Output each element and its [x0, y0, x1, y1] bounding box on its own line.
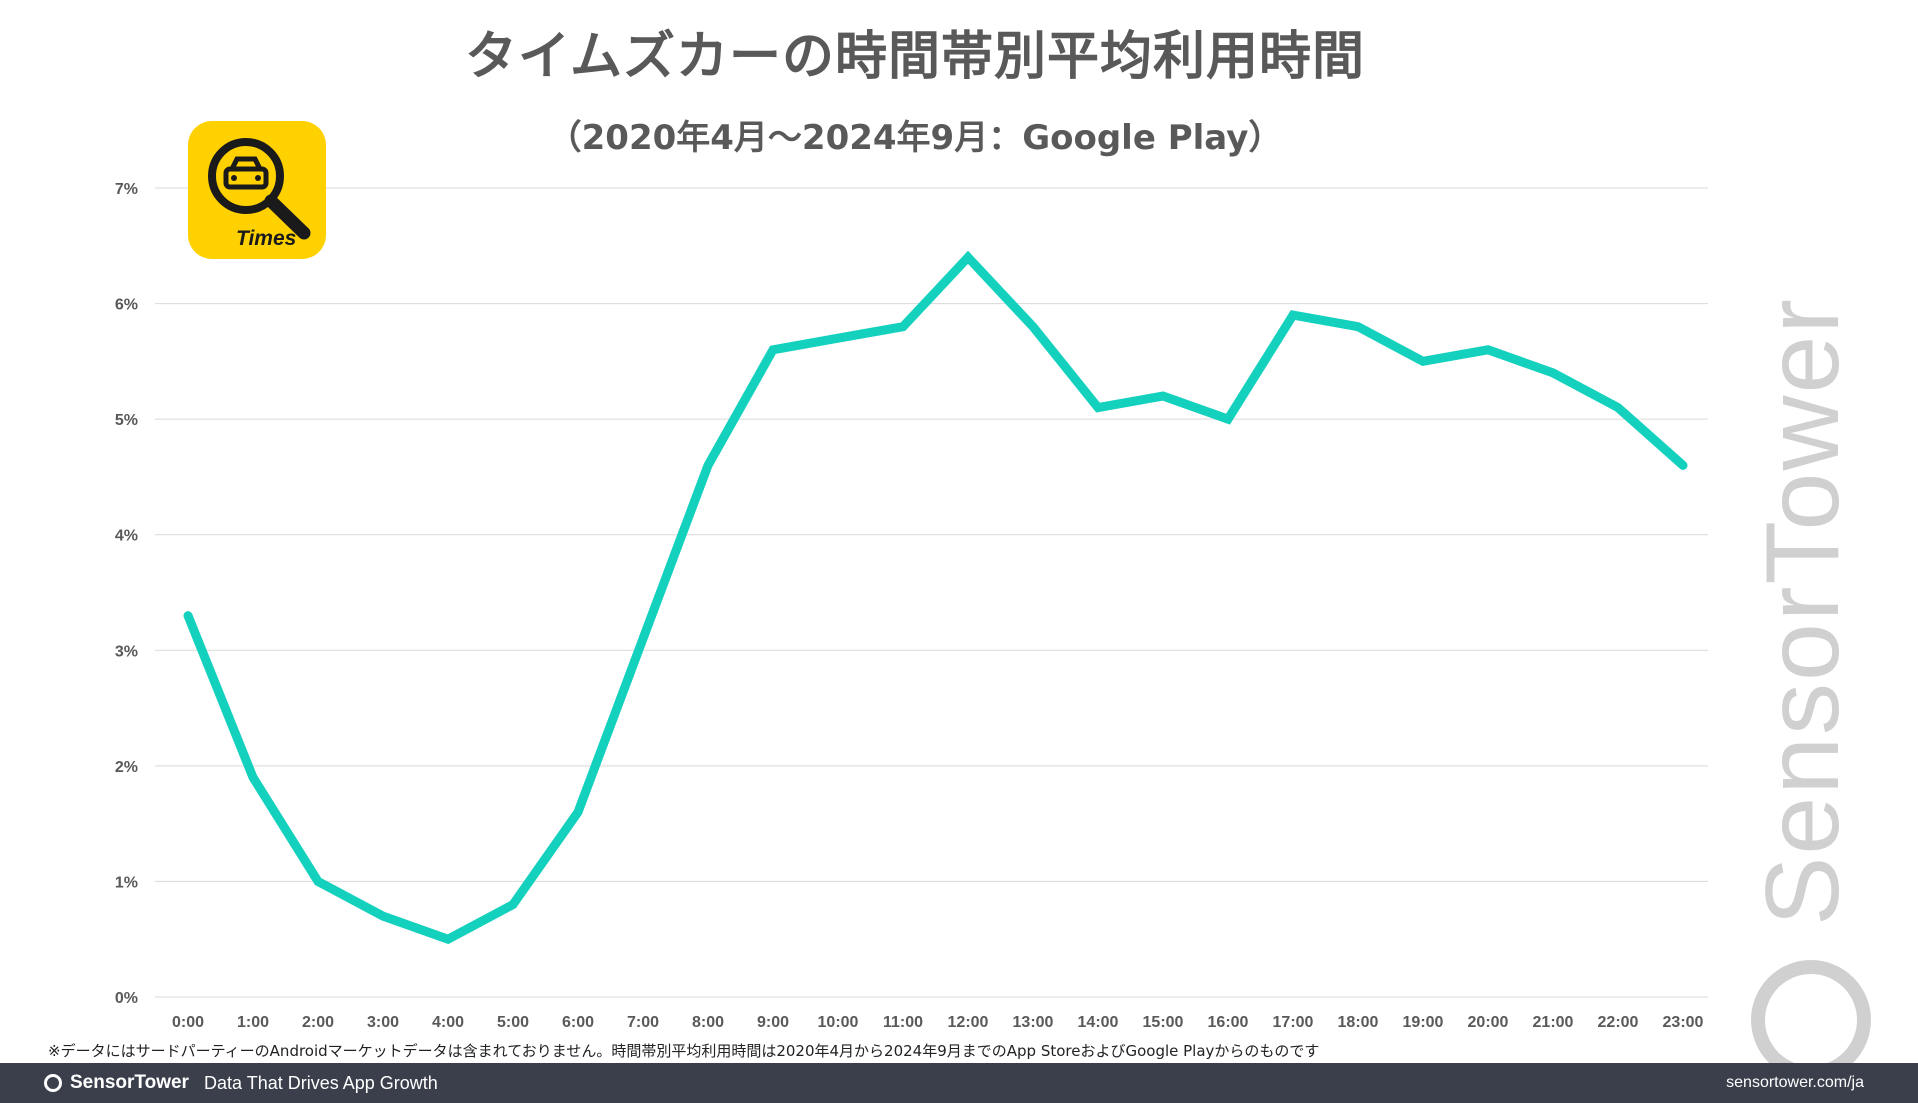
x-tick-label: 22:00 — [1598, 1014, 1639, 1031]
footer-tagline: Data That Drives App Growth — [204, 1073, 438, 1093]
series-line — [183, 250, 1688, 945]
x-tick-label: 10:00 — [818, 1014, 859, 1031]
times-car-app-icon: Times — [188, 121, 326, 259]
x-tick-label: 21:00 — [1533, 1014, 1574, 1031]
x-tick-label: 17:00 — [1273, 1014, 1314, 1031]
sensortower-watermark: SensorTower — [1744, 297, 1871, 1080]
footer-brand: SensorTower — [44, 1072, 189, 1094]
x-tick-label: 18:00 — [1338, 1014, 1379, 1031]
x-tick-label: 3:00 — [367, 1014, 399, 1031]
chart-title: タイムズカーの時間帯別平均利用時間 — [465, 27, 1365, 87]
x-tick-label: 5:00 — [497, 1014, 529, 1031]
x-tick-label: 16:00 — [1208, 1014, 1249, 1031]
y-tick-label: 3% — [115, 643, 138, 660]
footer-bar: SensorTower Data That Drives App Growth … — [0, 1063, 1918, 1103]
footer-url[interactable]: sensortower.com/ja — [1726, 1074, 1864, 1091]
y-tick-label: 0% — [115, 990, 138, 1007]
y-tick-label: 4% — [115, 528, 138, 545]
x-tick-label: 23:00 — [1663, 1014, 1704, 1031]
x-tick-label: 7:00 — [627, 1014, 659, 1031]
x-tick-label: 14:00 — [1078, 1014, 1119, 1031]
x-tick-label: 20:00 — [1468, 1014, 1509, 1031]
sensortower-logo-icon — [44, 1074, 62, 1092]
x-tick-label: 4:00 — [432, 1014, 464, 1031]
x-tick-label: 2:00 — [302, 1014, 334, 1031]
x-tick-label: 12:00 — [948, 1014, 989, 1031]
x-tick-label: 8:00 — [692, 1014, 724, 1031]
x-tick-label: 19:00 — [1403, 1014, 1444, 1031]
x-tick-label: 9:00 — [757, 1014, 789, 1031]
y-tick-label: 1% — [115, 874, 138, 891]
x-tick-label: 0:00 — [172, 1014, 204, 1031]
times-car-search-icon: Times — [208, 138, 311, 250]
x-tick-label: 1:00 — [237, 1014, 269, 1031]
line-chart: 0% 1% 2% 3% 4% 5% 6% 7% 0:00 1:00 2:00 3:00 4:00 5:00… — [115, 181, 1708, 1031]
x-tick-label: 11:00 — [883, 1014, 923, 1031]
footnote: ※データにはサードパーティーのAndroidマーケットデータは含まれておりません… — [48, 1042, 1320, 1060]
x-tick-label: 15:00 — [1143, 1014, 1184, 1031]
y-tick-label: 6% — [115, 297, 138, 314]
x-tick-label: 13:00 — [1013, 1014, 1054, 1031]
app-icon-label: Times — [236, 227, 296, 250]
sensortower-logo-icon — [1750, 960, 1871, 1080]
y-tick-label: 2% — [115, 759, 138, 776]
y-tick-label: 5% — [115, 412, 138, 429]
chart-subtitle: （2020年4月～2024年9月：Google Play） — [547, 118, 1283, 158]
x-tick-label: 6:00 — [562, 1014, 594, 1031]
y-tick-label: 7% — [115, 181, 138, 198]
